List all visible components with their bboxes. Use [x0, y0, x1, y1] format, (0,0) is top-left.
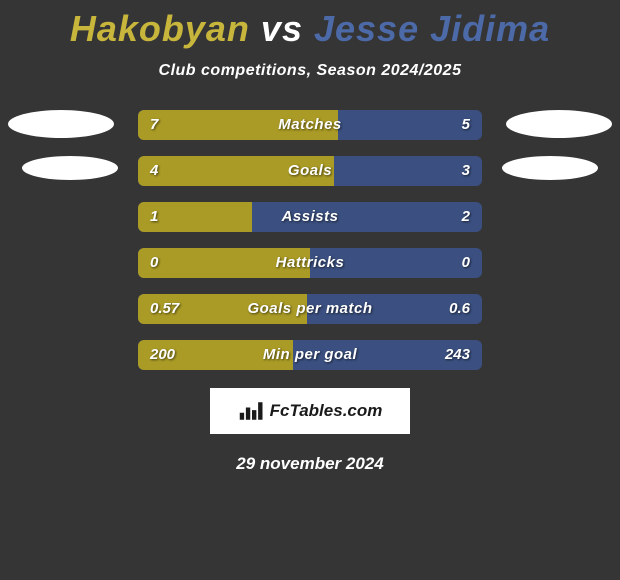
stat-value-right: 5 — [462, 110, 470, 140]
stat-row: 1Assists2 — [138, 202, 482, 232]
stat-row: 0.57Goals per match0.6 — [138, 294, 482, 324]
player1-name: Hakobyan — [70, 8, 250, 49]
player2-name: Jesse Jidima — [314, 8, 550, 49]
stat-label: Goals — [138, 156, 482, 186]
subtitle: Club competitions, Season 2024/2025 — [0, 62, 620, 80]
bars-icon — [238, 400, 266, 422]
stat-value-right: 243 — [445, 340, 470, 370]
logo-text: FcTables.com — [270, 401, 383, 421]
stat-value-right: 0 — [462, 248, 470, 278]
decorative-ellipse — [22, 156, 118, 180]
decorative-ellipse — [506, 110, 612, 138]
stat-value-right: 3 — [462, 156, 470, 186]
stat-row: 200Min per goal243 — [138, 340, 482, 370]
stat-label: Matches — [138, 110, 482, 140]
stat-label: Assists — [138, 202, 482, 232]
vs-text: vs — [261, 8, 303, 49]
decorative-ellipse — [8, 110, 114, 138]
comparison-chart: 7Matches5 4Goals3 1Assists2 0Hattricks0 0.57… — [0, 110, 620, 380]
fctables-logo: FcTables.com — [210, 388, 410, 434]
stat-row: 0Hattricks0 — [138, 248, 482, 278]
stat-value-right: 0.6 — [449, 294, 470, 324]
decorative-ellipse — [502, 156, 598, 180]
stat-row: 4Goals3 — [138, 156, 482, 186]
stat-label: Goals per match — [138, 294, 482, 324]
page-title: Hakobyan vs Jesse Jidima — [0, 0, 620, 50]
stat-row: 7Matches5 — [138, 110, 482, 140]
date: 29 november 2024 — [0, 454, 620, 474]
stat-rows: 7Matches5 4Goals3 1Assists2 0Hattricks0 0.57… — [138, 110, 482, 370]
stat-label: Min per goal — [138, 340, 482, 370]
stat-label: Hattricks — [138, 248, 482, 278]
stat-value-right: 2 — [462, 202, 470, 232]
